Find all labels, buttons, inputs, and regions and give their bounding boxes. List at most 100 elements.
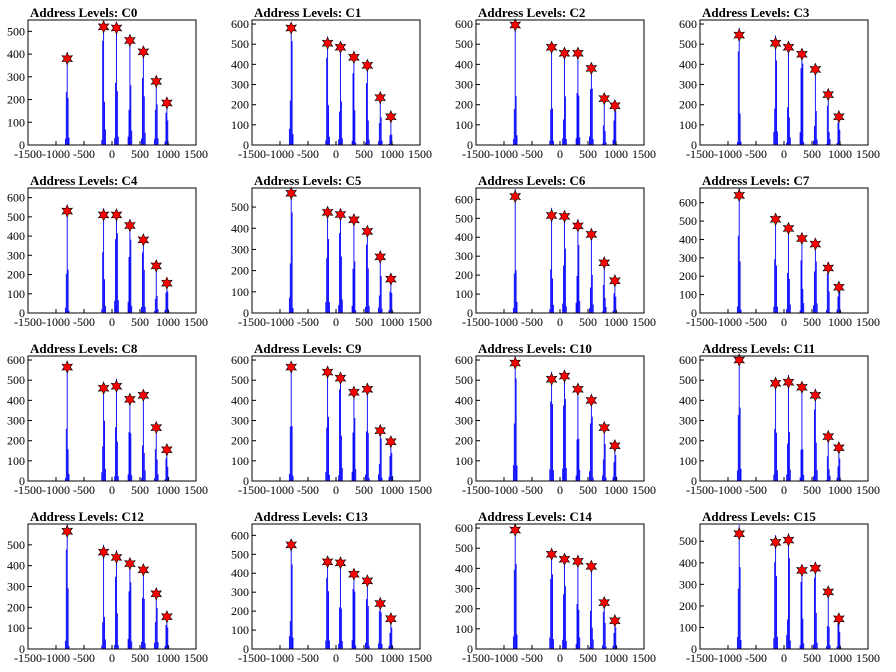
y-tick-label: 300 bbox=[679, 251, 697, 265]
y-tick-label: 100 bbox=[679, 118, 697, 132]
x-tick-label: 500 bbox=[803, 651, 821, 665]
y-tick-label: 0 bbox=[19, 138, 25, 152]
y-tick-label: 300 bbox=[679, 78, 697, 92]
y-tick-label: 400 bbox=[7, 229, 25, 243]
histogram-panel-3: Address Levels: C3 0 100 200 300 400 500 600 -15… bbox=[679, 5, 880, 161]
panel-title: Address Levels: C0 bbox=[30, 5, 137, 20]
peak-marker bbox=[609, 614, 621, 628]
peak-marker bbox=[124, 218, 136, 233]
peak-marker bbox=[285, 538, 298, 552]
y-tick-label: 300 bbox=[231, 585, 249, 599]
peak-marker bbox=[361, 58, 374, 73]
peak-marker bbox=[348, 50, 360, 65]
peak-marker bbox=[321, 36, 334, 50]
panel-title: Address Levels: C15 bbox=[702, 509, 816, 524]
x-tick-label: 500 bbox=[131, 483, 149, 497]
peak-marker bbox=[769, 376, 782, 390]
peak-marker bbox=[137, 563, 150, 577]
x-tick-label: 1500 bbox=[632, 147, 656, 161]
histogram-panel-7: Address Levels: C7 0 100 200 300 400 500 600 -15… bbox=[679, 173, 880, 329]
y-tick-label: 100 bbox=[231, 285, 249, 299]
peak-marker bbox=[585, 227, 598, 242]
y-tick-label: 200 bbox=[7, 434, 25, 448]
x-tick-label: 0 bbox=[109, 315, 115, 329]
peak-marker bbox=[796, 380, 808, 394]
x-tick-label: -1500 bbox=[238, 483, 266, 497]
x-tick-label: 1000 bbox=[604, 147, 628, 161]
x-tick-label: 0 bbox=[333, 483, 339, 497]
peak-marker bbox=[361, 574, 374, 588]
x-tick-label: 1000 bbox=[380, 651, 404, 665]
x-tick-label: 500 bbox=[355, 651, 373, 665]
panel-title: Address Levels: C13 bbox=[254, 509, 368, 524]
x-tick-label: 1500 bbox=[408, 315, 432, 329]
x-tick-label: -1000 bbox=[714, 315, 742, 329]
peak-marker bbox=[782, 533, 795, 547]
y-tick-label: 200 bbox=[455, 434, 473, 448]
y-tick-label: 300 bbox=[455, 78, 473, 92]
y-tick-label: 400 bbox=[231, 57, 249, 71]
x-tick-label: -1000 bbox=[42, 315, 70, 329]
x-tick-label: 1500 bbox=[408, 147, 432, 161]
x-tick-label: 0 bbox=[109, 483, 115, 497]
peak-marker bbox=[545, 547, 558, 561]
peak-marker bbox=[137, 233, 150, 247]
panel-title: Address Levels: C14 bbox=[478, 509, 592, 524]
peak-marker bbox=[150, 587, 163, 601]
peak-marker bbox=[822, 429, 835, 444]
peak-marker bbox=[822, 585, 835, 599]
y-tick-label: 500 bbox=[679, 37, 697, 51]
y-tick-label: 200 bbox=[231, 604, 249, 618]
x-tick-label: 1000 bbox=[828, 315, 852, 329]
y-tick-label: 300 bbox=[7, 70, 25, 84]
y-tick-label: 100 bbox=[7, 115, 25, 129]
x-tick-label: 500 bbox=[355, 147, 373, 161]
peak-marker bbox=[809, 388, 822, 403]
y-tick-label: 300 bbox=[455, 414, 473, 428]
peak-marker bbox=[609, 98, 621, 113]
peak-marker bbox=[334, 207, 347, 222]
peak-marker bbox=[285, 21, 298, 35]
x-tick-label: 1500 bbox=[408, 651, 432, 665]
peak-marker bbox=[796, 47, 808, 62]
x-tick-label: 500 bbox=[131, 651, 149, 665]
peak-marker bbox=[110, 21, 123, 35]
x-tick-label: 1500 bbox=[632, 651, 656, 665]
peak-marker bbox=[782, 40, 795, 54]
plot-frame bbox=[27, 19, 197, 146]
peak-marker bbox=[545, 208, 558, 223]
peak-marker bbox=[321, 555, 334, 569]
histogram-panel-10: Address Levels: C10 0 100 200 300 400 500 600 -1… bbox=[455, 341, 656, 497]
y-tick-label: 400 bbox=[231, 221, 249, 235]
y-tick-label: 200 bbox=[231, 98, 249, 112]
x-tick-label: 0 bbox=[109, 147, 115, 161]
x-tick-label: 0 bbox=[333, 147, 339, 161]
x-tick-label: 1500 bbox=[408, 483, 432, 497]
plot-frame bbox=[27, 523, 197, 650]
peak-marker bbox=[361, 382, 374, 397]
x-tick-label: 1500 bbox=[184, 651, 208, 665]
peak-marker bbox=[545, 372, 558, 386]
y-tick-label: 500 bbox=[679, 534, 697, 548]
x-tick-label: 1000 bbox=[380, 315, 404, 329]
y-tick-label: 100 bbox=[231, 454, 249, 468]
peak-marker bbox=[334, 371, 347, 385]
peak-marker bbox=[833, 612, 845, 626]
peak-marker bbox=[796, 563, 808, 578]
y-tick-label: 500 bbox=[231, 37, 249, 51]
x-tick-label: -1000 bbox=[490, 651, 518, 665]
y-tick-label: 200 bbox=[679, 269, 697, 283]
histogram-panel-15: Address Levels: C15 0 100 200 300 400 500 -1500… bbox=[679, 509, 880, 665]
peak-marker bbox=[572, 219, 584, 233]
peak-marker bbox=[558, 209, 571, 224]
y-tick-label: 400 bbox=[455, 57, 473, 71]
x-tick-label: -1000 bbox=[714, 147, 742, 161]
peak-marker bbox=[585, 559, 598, 574]
panel-title: Address Levels: C1 bbox=[254, 5, 361, 20]
x-tick-label: 1500 bbox=[856, 315, 880, 329]
x-tick-label: 1000 bbox=[828, 483, 852, 497]
x-tick-label: -500 bbox=[297, 147, 319, 161]
y-tick-label: 200 bbox=[7, 268, 25, 282]
peak-marker bbox=[97, 20, 110, 34]
